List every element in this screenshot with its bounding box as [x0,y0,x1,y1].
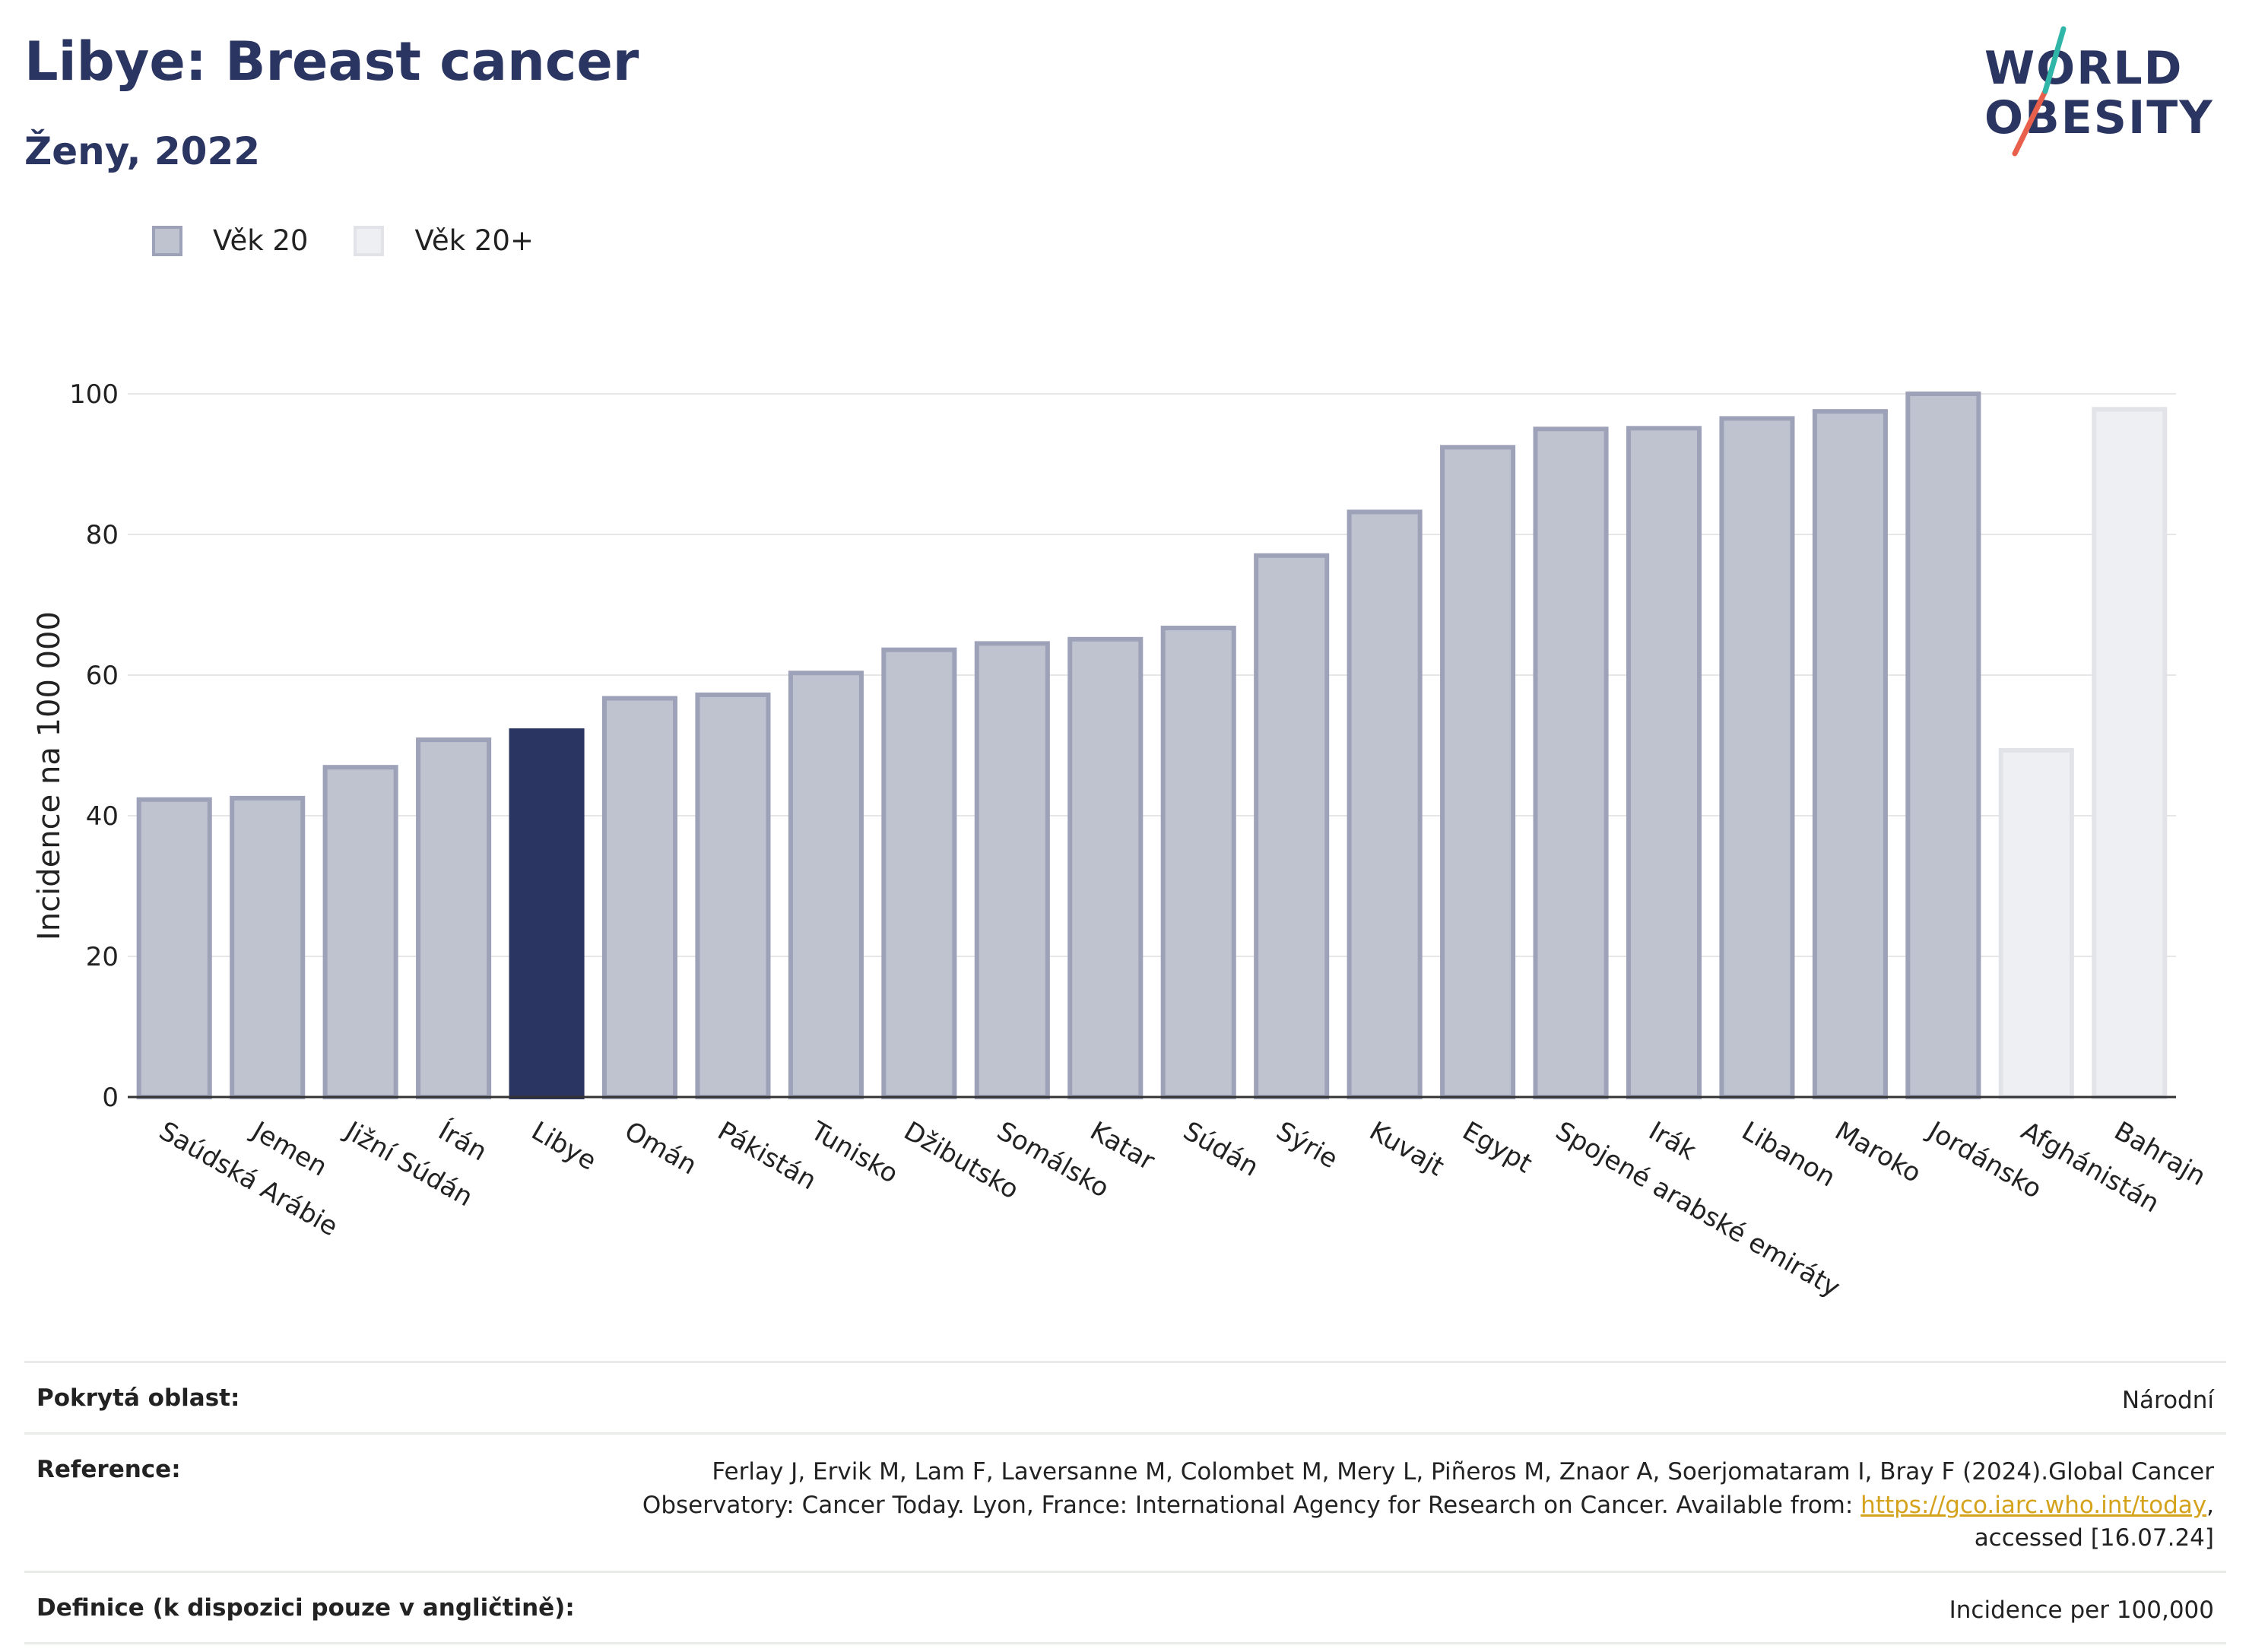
bar-17[interactable] [1719,416,1795,1099]
bar-9[interactable] [974,641,1050,1099]
bar-15[interactable] [1533,426,1609,1099]
x-tick-label: Libye [526,1116,601,1177]
bar-13[interactable] [1347,509,1423,1099]
reference-line2: Observatory: Cancer Today. Lyon, France:… [642,1491,1861,1519]
reference-line1: Ferlay J, Ervik M, Lam F, Laversanne M, … [712,1458,2214,1486]
page-title: Libye: Breast cancer [24,30,639,93]
bar-2[interactable] [322,765,398,1099]
coverage-value: Národní [2121,1387,2214,1414]
bar-21[interactable] [2092,407,2168,1099]
y-tick-label: 80 [86,520,119,550]
x-tick-label: Libanon [1737,1116,1841,1194]
bar-3[interactable] [416,737,492,1099]
bar-20[interactable] [1998,747,2074,1099]
y-tick-label: 40 [86,801,119,832]
legend-item-age-20-plus[interactable]: Věk 20+ [354,224,534,257]
bar-0[interactable] [136,797,212,1099]
chart-bars [136,392,2168,1099]
bar-7[interactable] [788,671,864,1099]
coverage-label: Pokrytá oblast: [36,1384,240,1412]
info-table: Pokrytá oblast: Národní Reference: Ferla… [24,1361,2226,1644]
chart-legend: Věk 20 Věk 20+ [152,224,579,257]
bar-4[interactable] [509,728,585,1099]
y-tick-label: 0 [102,1083,119,1113]
world-obesity-logo: WORLD OBESITY [1984,23,2235,160]
info-row-definition: Definice (k dispozici pouze v angličtině… [24,1570,2226,1644]
x-tick-label: Súdán [1178,1116,1264,1183]
bar-19[interactable] [1905,392,1981,1099]
reference-link[interactable]: https://gco.iarc.who.int/today [1860,1491,2207,1519]
y-axis-label: Incidence na 100 000 [32,611,67,940]
legend-item-age-20[interactable]: Věk 20 [152,224,308,257]
bar-12[interactable] [1254,553,1330,1099]
legend-swatch-age-20 [152,225,182,256]
logo-line1: WORLD [1984,42,2184,95]
y-tick-label: 20 [86,942,119,972]
bar-16[interactable] [1626,426,1702,1099]
y-axis-ticks: 0 20 40 60 80 100 [69,379,119,1113]
reference-line2-suffix: , [2206,1491,2214,1519]
bar-1[interactable] [230,795,306,1099]
y-tick-label: 60 [86,661,119,691]
info-row-coverage: Pokrytá oblast: Národní [24,1361,2226,1432]
x-tick-label: Írán [433,1115,493,1168]
bar-14[interactable] [1440,445,1516,1099]
definition-label: Definice (k dispozici pouze v angličtině… [36,1593,575,1622]
legend-swatch-age-20-plus [354,225,385,256]
x-tick-label: Kuvajt [1364,1116,1449,1183]
reference-line3: accessed [16.07.24] [1974,1524,2214,1552]
x-tick-label: Maroko [1830,1116,1927,1189]
reference-value: Ferlay J, Ervik M, Lam F, Laversanne M, … [642,1456,2214,1555]
bar-5[interactable] [601,696,678,1099]
bar-18[interactable] [1812,409,1888,1099]
definition-value: Incidence per 100,000 [1949,1596,2214,1624]
x-tick-label: Pákistán [712,1116,821,1197]
legend-label-age-20: Věk 20 [213,224,309,257]
bar-6[interactable] [695,692,771,1099]
x-tick-label: Egypt [1458,1116,1537,1180]
legend-label-age-20-plus: Věk 20+ [414,224,534,257]
bar-8[interactable] [881,647,957,1099]
logo-slash-icon [2012,26,2067,157]
x-tick-label: Omán [620,1116,703,1181]
x-tick-label: Sýrie [1271,1116,1343,1175]
page-subtitle: Ženy, 2022 [24,129,261,173]
x-tick-label: Irák [1644,1116,1702,1167]
reference-label: Reference: [36,1456,181,1484]
y-tick-label: 100 [69,379,119,410]
bar-10[interactable] [1067,636,1144,1099]
info-row-reference: Reference: Ferlay J, Ervik M, Lam F, Lav… [24,1432,2226,1570]
bar-11[interactable] [1160,626,1236,1099]
x-tick-label: Tunisko [805,1115,903,1190]
